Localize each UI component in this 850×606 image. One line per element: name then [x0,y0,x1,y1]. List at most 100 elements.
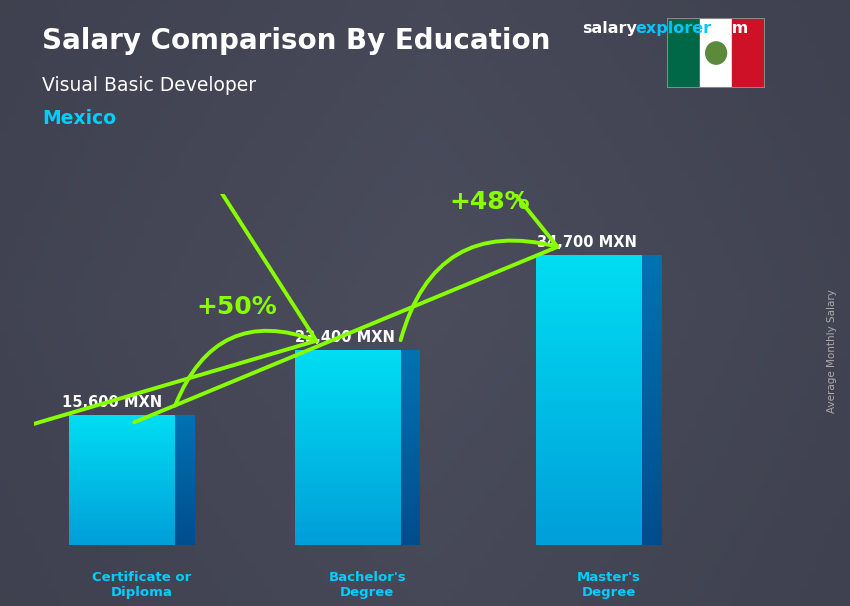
Bar [642,273,662,277]
Bar [175,498,195,500]
Bar [400,462,421,465]
Bar [175,539,195,541]
Bar [642,382,662,385]
Bar [642,433,662,436]
Bar [175,544,195,545]
Bar [295,494,400,496]
Text: .com: .com [706,21,749,36]
Bar [175,485,195,487]
Bar [69,513,175,514]
Bar [536,255,642,259]
Bar [642,295,662,299]
Text: +50%: +50% [196,295,277,319]
Bar [175,475,195,477]
Bar [536,378,642,382]
Bar [536,385,642,389]
Bar [69,479,175,480]
Bar [642,436,662,440]
Bar [175,416,195,418]
Bar [69,527,175,529]
Bar [667,18,700,88]
Bar [536,415,642,418]
Bar [642,328,662,331]
Bar [536,382,642,385]
Bar [400,394,421,396]
Bar [69,428,175,430]
Bar [69,541,175,542]
Bar [400,433,421,435]
Bar [642,534,662,538]
Bar [175,423,195,425]
Bar [536,266,642,270]
Bar [536,346,642,350]
Bar [69,544,175,545]
Bar [536,505,642,509]
Bar [295,447,400,450]
Bar [536,335,642,339]
Bar [175,516,195,518]
Bar [69,503,175,505]
Bar [175,458,195,459]
Bar [295,470,400,472]
Bar [295,462,400,465]
Bar [642,524,662,527]
Text: +48%: +48% [449,190,530,214]
Bar [400,367,421,369]
Bar [642,516,662,520]
Bar [400,479,421,482]
Bar [400,416,421,418]
Bar [536,310,642,313]
Bar [69,444,175,446]
Bar [295,442,400,445]
Bar [536,524,642,527]
Bar [642,542,662,545]
Bar [642,299,662,302]
Bar [295,421,400,423]
Bar [295,374,400,376]
Bar [69,474,175,475]
Bar [536,516,642,520]
Bar [642,527,662,531]
FancyArrowPatch shape [0,0,316,470]
Bar [295,396,400,399]
Bar [400,487,421,489]
Bar [69,490,175,491]
Bar [536,270,642,273]
Bar [295,401,400,404]
Bar [295,531,400,533]
Bar [69,449,175,451]
FancyArrowPatch shape [134,0,558,422]
Bar [400,413,421,416]
Bar [175,462,195,464]
Bar [642,317,662,321]
Bar [69,496,175,498]
Bar [175,449,195,451]
Bar [295,406,400,408]
Bar [642,469,662,473]
Bar [400,425,421,428]
Bar [295,543,400,545]
Bar [400,355,421,357]
Bar [642,324,662,328]
Bar [536,494,642,498]
Bar [295,538,400,541]
Bar [642,371,662,375]
Bar [295,367,400,369]
Bar [175,522,195,524]
Bar [175,430,195,431]
Bar [69,488,175,490]
Bar [642,484,662,487]
Bar [295,460,400,462]
Bar [536,447,642,451]
Bar [642,302,662,306]
Bar [175,477,195,479]
Bar [400,531,421,533]
Bar [642,375,662,378]
Bar [295,477,400,479]
Bar [400,371,421,374]
Bar [400,440,421,442]
Bar [69,418,175,420]
Bar [295,369,400,371]
Bar [69,522,175,524]
Bar [642,425,662,429]
